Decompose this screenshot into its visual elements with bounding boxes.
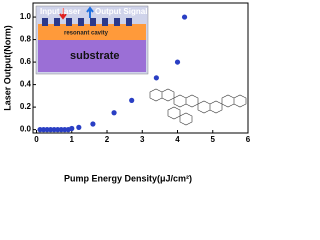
point	[76, 124, 82, 130]
cavity-layer	[38, 24, 146, 40]
molecule	[149, 88, 247, 126]
plot-frame	[32, 2, 249, 134]
y-tick-label: 0.4	[20, 80, 32, 89]
y-tick-label: 1.0	[20, 12, 32, 21]
x-tick-label: 0	[34, 135, 39, 144]
chart: Pump Energy Density(μJ/cm²) Laser Output…	[2, 2, 251, 183]
inset-label: Output Signal	[95, 7, 147, 16]
inset-label: Input laser	[40, 7, 80, 16]
y-tick-label: 0.0	[20, 125, 32, 134]
x-tick-label: 1	[70, 135, 75, 144]
point	[90, 121, 96, 127]
x-tick-label: 6	[246, 135, 251, 144]
substrate-layer	[38, 40, 146, 72]
x-axis-label: Pump Energy Density(μJ/cm²)	[64, 173, 192, 183]
point	[111, 110, 117, 116]
output-arrow	[86, 6, 94, 18]
point	[69, 125, 75, 132]
x-tick-label: 4	[175, 135, 180, 144]
point	[129, 97, 135, 103]
inset-label: resonant cavity	[64, 31, 109, 37]
y-tick-label: 0.2	[20, 102, 32, 111]
x-tick-label: 5	[211, 135, 216, 144]
input-arrow	[59, 8, 67, 20]
y-tick-label: 0.6	[20, 57, 32, 66]
y-tick-label: 0.8	[20, 35, 32, 44]
point	[174, 59, 181, 65]
y-axis-label: Laser Output(Norm)	[2, 25, 12, 111]
x-tick-label: 3	[140, 135, 145, 144]
point	[181, 14, 188, 20]
grating	[42, 18, 132, 26]
point	[153, 75, 159, 81]
inset-label: substrate	[70, 50, 120, 62]
x-tick-label: 2	[105, 135, 110, 144]
inset	[35, 5, 149, 75]
